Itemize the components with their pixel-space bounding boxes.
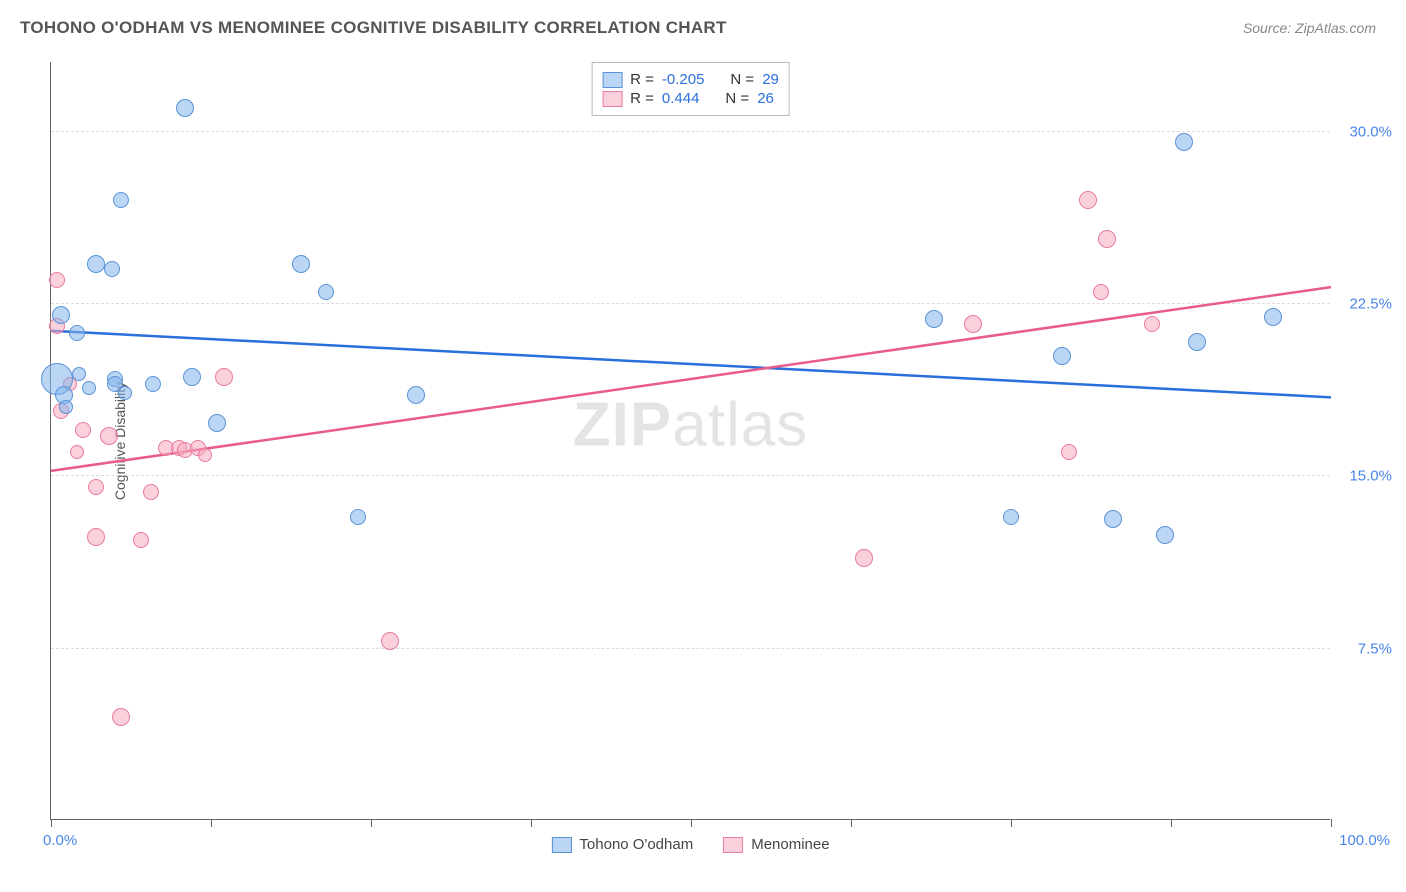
scatter-point (1003, 509, 1019, 525)
legend-item: Menominee (723, 836, 829, 853)
x-tick (211, 819, 212, 827)
r-value: -0.205 (662, 71, 705, 88)
chart-source: Source: ZipAtlas.com (1243, 20, 1376, 36)
scatter-point (88, 479, 104, 495)
scatter-point (215, 368, 233, 386)
n-label: N = (725, 90, 749, 107)
y-tick-label: 15.0% (1349, 468, 1392, 485)
legend-item: Tohono O'odham (551, 836, 693, 853)
scatter-point (381, 632, 399, 650)
x-axis-max-label: 100.0% (1339, 832, 1390, 849)
scatter-point (113, 192, 129, 208)
scatter-point (176, 99, 194, 117)
chart-header: TOHONO O'ODHAM VS MENOMINEE COGNITIVE DI… (0, 0, 1406, 48)
y-tick-label: 7.5% (1358, 640, 1392, 657)
legend-label: Tohono O'odham (579, 836, 693, 853)
scatter-point (75, 422, 91, 438)
scatter-point (143, 484, 159, 500)
scatter-point (925, 310, 943, 328)
x-tick (1171, 819, 1172, 827)
scatter-point (104, 261, 120, 277)
scatter-point (1156, 526, 1174, 544)
scatter-point (69, 325, 85, 341)
scatter-point (59, 400, 73, 414)
trend-line (51, 331, 1331, 398)
x-tick (691, 819, 692, 827)
r-label: R = (630, 90, 654, 107)
scatter-point (1093, 284, 1109, 300)
x-tick (851, 819, 852, 827)
scatter-point (1079, 191, 1097, 209)
n-value: 29 (762, 71, 779, 88)
x-tick (531, 819, 532, 827)
scatter-point (292, 255, 310, 273)
series-legend: Tohono O'odham Menominee (551, 836, 829, 853)
scatter-point (100, 427, 118, 445)
scatter-point (208, 414, 226, 432)
scatter-point (145, 376, 161, 392)
trend-lines (51, 62, 1331, 820)
trend-line (51, 287, 1331, 471)
legend-swatch (723, 837, 743, 853)
scatter-point (52, 306, 70, 324)
scatter-point (183, 368, 201, 386)
y-tick-label: 22.5% (1349, 296, 1392, 313)
scatter-point (964, 315, 982, 333)
scatter-point (112, 708, 130, 726)
scatter-point (70, 445, 84, 459)
scatter-point (407, 386, 425, 404)
scatter-point (82, 381, 96, 395)
legend-swatch (602, 91, 622, 107)
scatter-point (1061, 444, 1077, 460)
y-tick-label: 30.0% (1349, 123, 1392, 140)
scatter-point (1098, 230, 1116, 248)
scatter-point (1188, 333, 1206, 351)
legend-row: R = 0.444 N = 26 (602, 90, 779, 107)
scatter-point (133, 532, 149, 548)
legend-label: Menominee (751, 836, 829, 853)
scatter-point (118, 386, 132, 400)
x-tick (51, 819, 52, 827)
scatter-point (1175, 133, 1193, 151)
legend-row: R = -0.205 N = 29 (602, 71, 779, 88)
x-axis-min-label: 0.0% (43, 832, 77, 849)
correlation-legend: R = -0.205 N = 29 R = 0.444 N = 26 (591, 62, 790, 116)
legend-swatch (551, 837, 571, 853)
scatter-point (87, 255, 105, 273)
legend-swatch (602, 72, 622, 88)
scatter-point (87, 528, 105, 546)
x-tick (371, 819, 372, 827)
scatter-point (1144, 316, 1160, 332)
n-label: N = (730, 71, 754, 88)
scatter-point (350, 509, 366, 525)
n-value: 26 (757, 90, 774, 107)
scatter-point (198, 448, 212, 462)
scatter-point (1104, 510, 1122, 528)
scatter-point (1053, 347, 1071, 365)
r-value: 0.444 (662, 90, 700, 107)
chart-title: TOHONO O'ODHAM VS MENOMINEE COGNITIVE DI… (20, 18, 727, 38)
x-tick (1331, 819, 1332, 827)
scatter-point (49, 272, 65, 288)
scatter-point (318, 284, 334, 300)
scatter-point (855, 549, 873, 567)
scatter-point (1264, 308, 1282, 326)
chart-plot-area: Cognitive Disability 7.5%15.0%22.5%30.0%… (50, 62, 1330, 820)
x-tick (1011, 819, 1012, 827)
r-label: R = (630, 71, 654, 88)
scatter-point (72, 367, 86, 381)
